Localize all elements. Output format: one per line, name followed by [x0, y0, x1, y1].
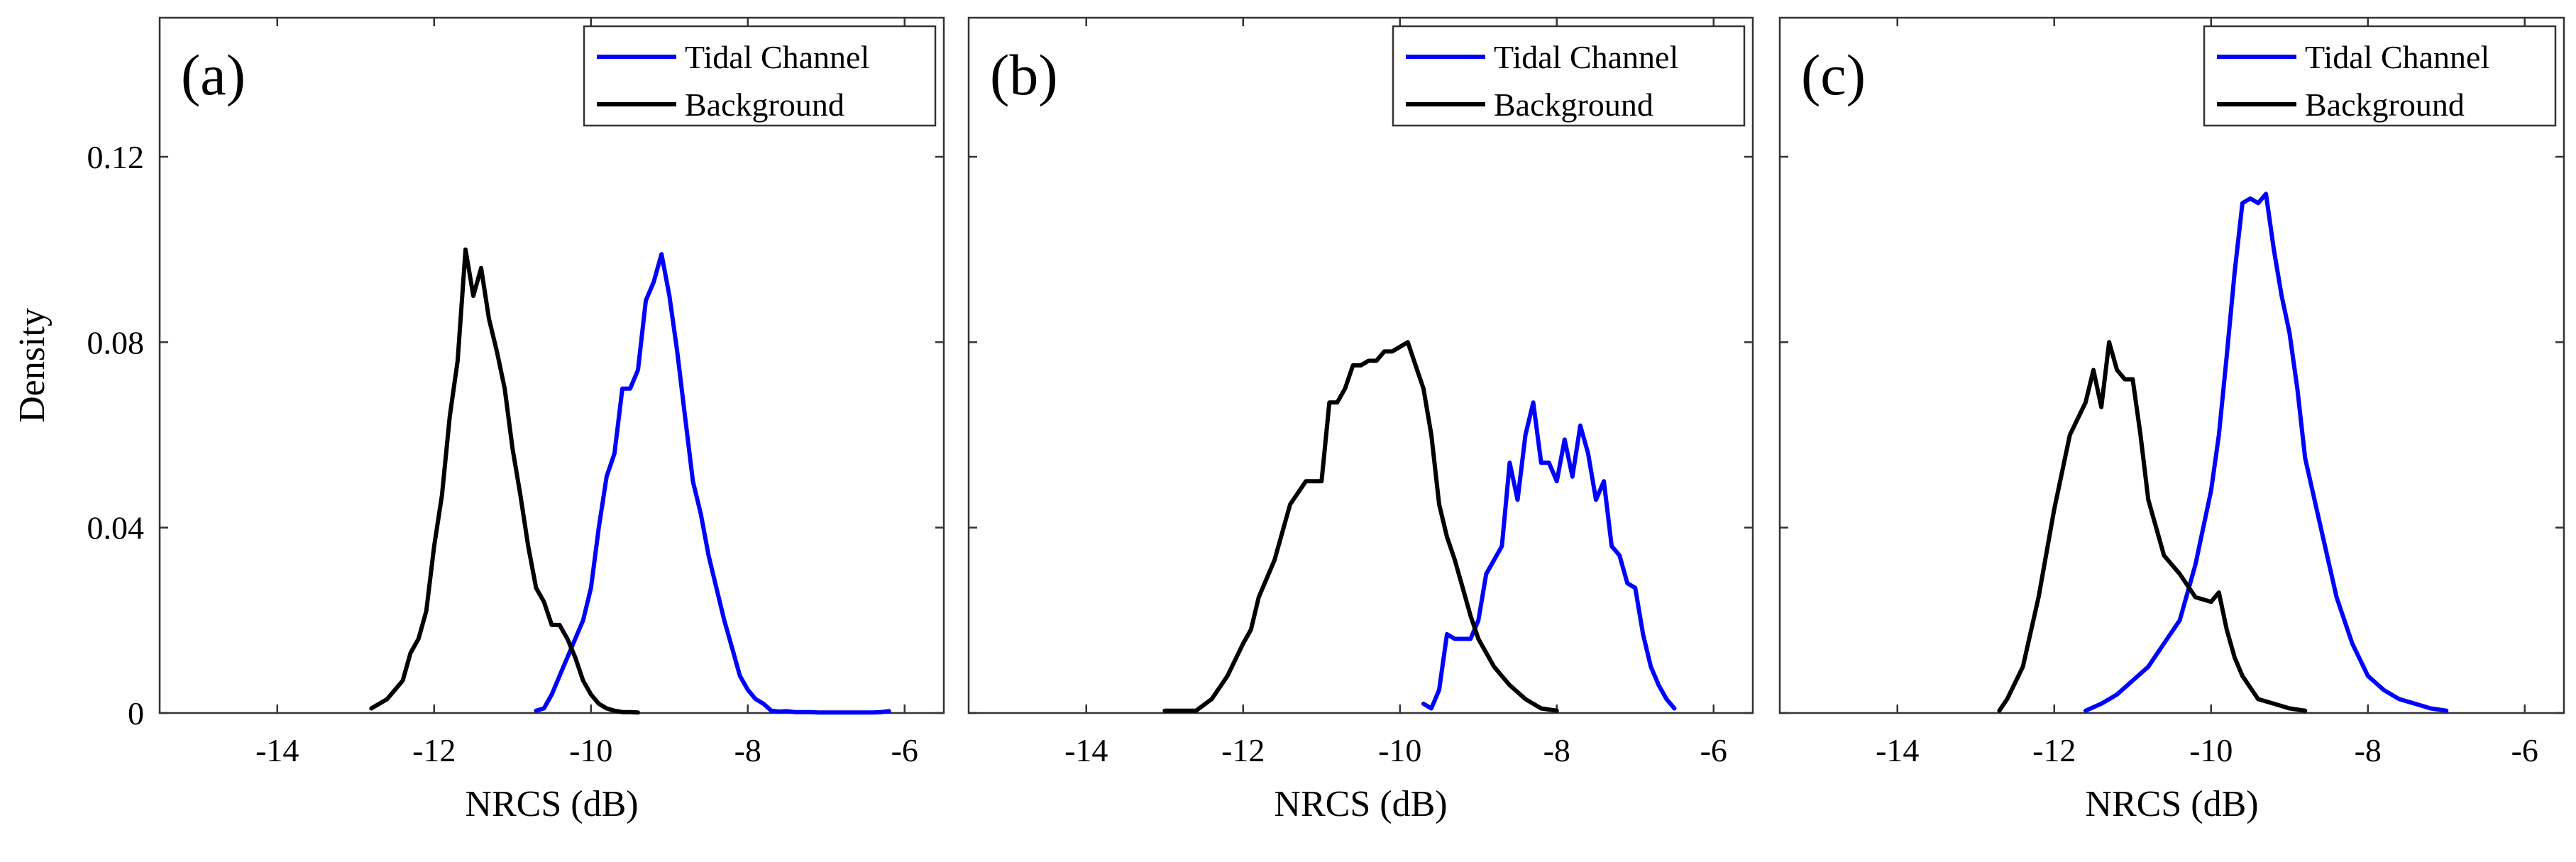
- x-tick-label: -6: [2511, 732, 2538, 768]
- legend: Tidal Channel Background: [583, 25, 937, 127]
- x-tick-label: -12: [2032, 732, 2076, 768]
- legend-box: [1392, 25, 1746, 127]
- axes-frame: [967, 16, 1754, 714]
- panel-2: -14 -12 -10 -8 -6 NRCS (dB) (b) Tidal Channel Ba…: [967, 16, 1754, 824]
- x-axis-title: NRCS (dB): [465, 784, 638, 824]
- x-tick-label: -14: [1064, 732, 1108, 768]
- x-tick-label: -6: [1700, 732, 1727, 768]
- series-line-background: [369, 247, 640, 715]
- legend: Tidal Channel Background: [2203, 25, 2557, 127]
- x-tick-label: -14: [1876, 732, 1919, 768]
- x-tick-label: -10: [569, 732, 612, 768]
- legend-label: Tidal Channel: [2305, 39, 2489, 75]
- series-line-background: [1162, 340, 1559, 713]
- legend-label: Background: [2305, 87, 2465, 123]
- y-tick-label: 0.04: [87, 510, 145, 546]
- series-line-tidal-channel: [2083, 192, 2449, 713]
- x-tick-label: -10: [2189, 732, 2233, 768]
- x-tick-label: -14: [255, 732, 299, 768]
- x-tick-label: -6: [891, 732, 918, 768]
- x-tick-label: -10: [1378, 732, 1421, 768]
- x-tick-label: -12: [1221, 732, 1265, 768]
- panel-label: (c): [1801, 43, 1866, 107]
- legend-box: [2203, 25, 2557, 127]
- panel-label: (b): [990, 43, 1058, 107]
- legend: Tidal Channel Background: [1392, 25, 1746, 127]
- legend-box: [583, 25, 937, 127]
- legend-label: Tidal Channel: [685, 39, 869, 75]
- panel-3: -14 -12 -10 -8 -6 NRCS (dB) (c) Tidal Channel Ba…: [1778, 16, 2565, 824]
- series-line-tidal-channel: [534, 252, 891, 715]
- x-tick-label: -8: [734, 732, 761, 768]
- series-line-background: [1997, 340, 2308, 713]
- y-tick-label: 0.12: [87, 139, 145, 175]
- x-tick-label: -12: [412, 732, 456, 768]
- axes-frame: [158, 16, 945, 714]
- legend-label: Tidal Channel: [1494, 39, 1678, 75]
- y-tick-label: 0.08: [87, 324, 145, 360]
- x-tick-label: -8: [2355, 732, 2382, 768]
- x-axis-title: NRCS (dB): [1274, 784, 1447, 824]
- panel-label: (a): [181, 43, 246, 107]
- axes-frame: [1778, 16, 2565, 714]
- x-tick-label: -8: [1543, 732, 1570, 768]
- y-axis-title: Density: [12, 308, 53, 423]
- series-line-tidal-channel: [1421, 400, 1677, 711]
- legend-label: Background: [685, 87, 844, 123]
- panel-1: -14 -12 -10 -8 -6 0 0.04 0.08 0.12 NRCS (dB) Densi…: [12, 16, 945, 824]
- legend-label: Background: [1494, 87, 1653, 123]
- y-tick-label: 0: [128, 695, 144, 731]
- x-axis-title: NRCS (dB): [2085, 784, 2258, 824]
